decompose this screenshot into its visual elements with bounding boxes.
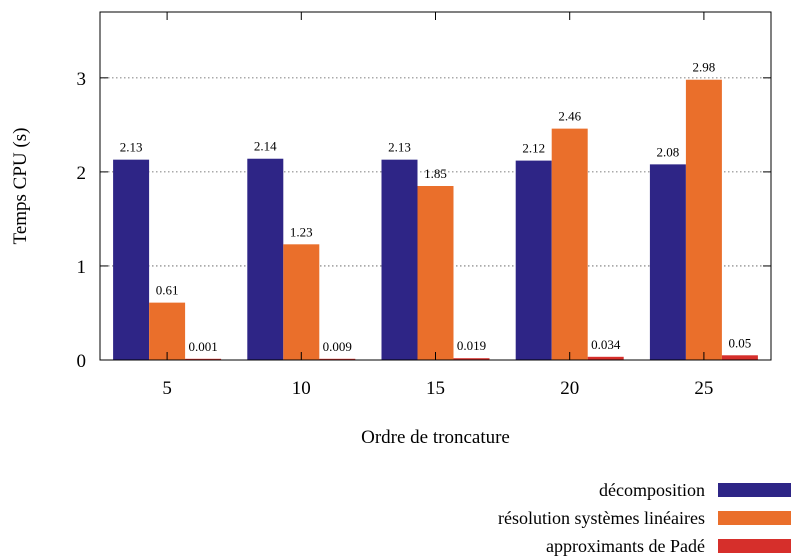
data-label: 2.98 [693,60,716,75]
legend-label: approximants de Padé [546,536,705,556]
legend-swatch [718,483,791,497]
legend-label: résolution systèmes linéaires [498,508,705,528]
bar [587,356,624,360]
y-tick-label: 1 [77,257,87,278]
bar [149,302,186,360]
bar [283,244,320,360]
y-tick-label: 3 [77,69,87,90]
x-tick-label: 20 [560,378,579,399]
data-label: 0.009 [323,339,352,354]
x-tick-label: 25 [694,378,713,399]
data-label: 2.13 [120,140,143,155]
legend-label: décomposition [599,480,705,500]
bar [649,164,686,360]
data-labels: 2.13 0.61 0.001 2.14 1.23 0.009 2.13 1.85 0.019 2… [120,60,752,354]
bar [551,128,588,360]
data-label: 1.23 [290,224,313,239]
data-label: 0.61 [156,283,179,298]
x-tick-label: 15 [426,378,445,399]
bar [381,159,418,360]
data-label: 1.85 [424,166,447,181]
data-label: 0.034 [591,337,621,352]
data-label: 0.05 [729,335,752,350]
legend: décomposition résolution systèmes linéair… [498,480,791,556]
x-axis: 5 10 15 20 25 [162,12,713,399]
x-tick-label: 10 [292,378,311,399]
x-tick-label: 5 [162,378,172,399]
x-axis-title: Ordre de troncature [361,427,510,448]
y-axis: 0 1 2 3 [77,69,771,372]
y-axis-title: Temps CPU (s) [10,128,31,245]
data-label: 2.14 [254,139,277,154]
bar [319,358,356,360]
data-label: 2.13 [388,140,411,155]
bar [185,358,222,360]
data-label: 2.12 [522,141,545,156]
legend-swatch [718,511,791,525]
y-tick-label: 2 [77,163,87,184]
bars [113,79,758,360]
bar [453,358,490,360]
y-tick-label: 0 [77,351,87,372]
bar [515,160,552,360]
bar [685,79,722,360]
data-label: 0.001 [188,339,217,354]
bar [113,159,150,360]
bar [247,158,284,360]
bar [721,355,758,360]
legend-swatch [718,539,791,553]
data-label: 2.46 [558,109,581,124]
bar [417,186,454,360]
data-label: 0.019 [457,338,486,353]
data-label: 2.08 [657,144,680,159]
